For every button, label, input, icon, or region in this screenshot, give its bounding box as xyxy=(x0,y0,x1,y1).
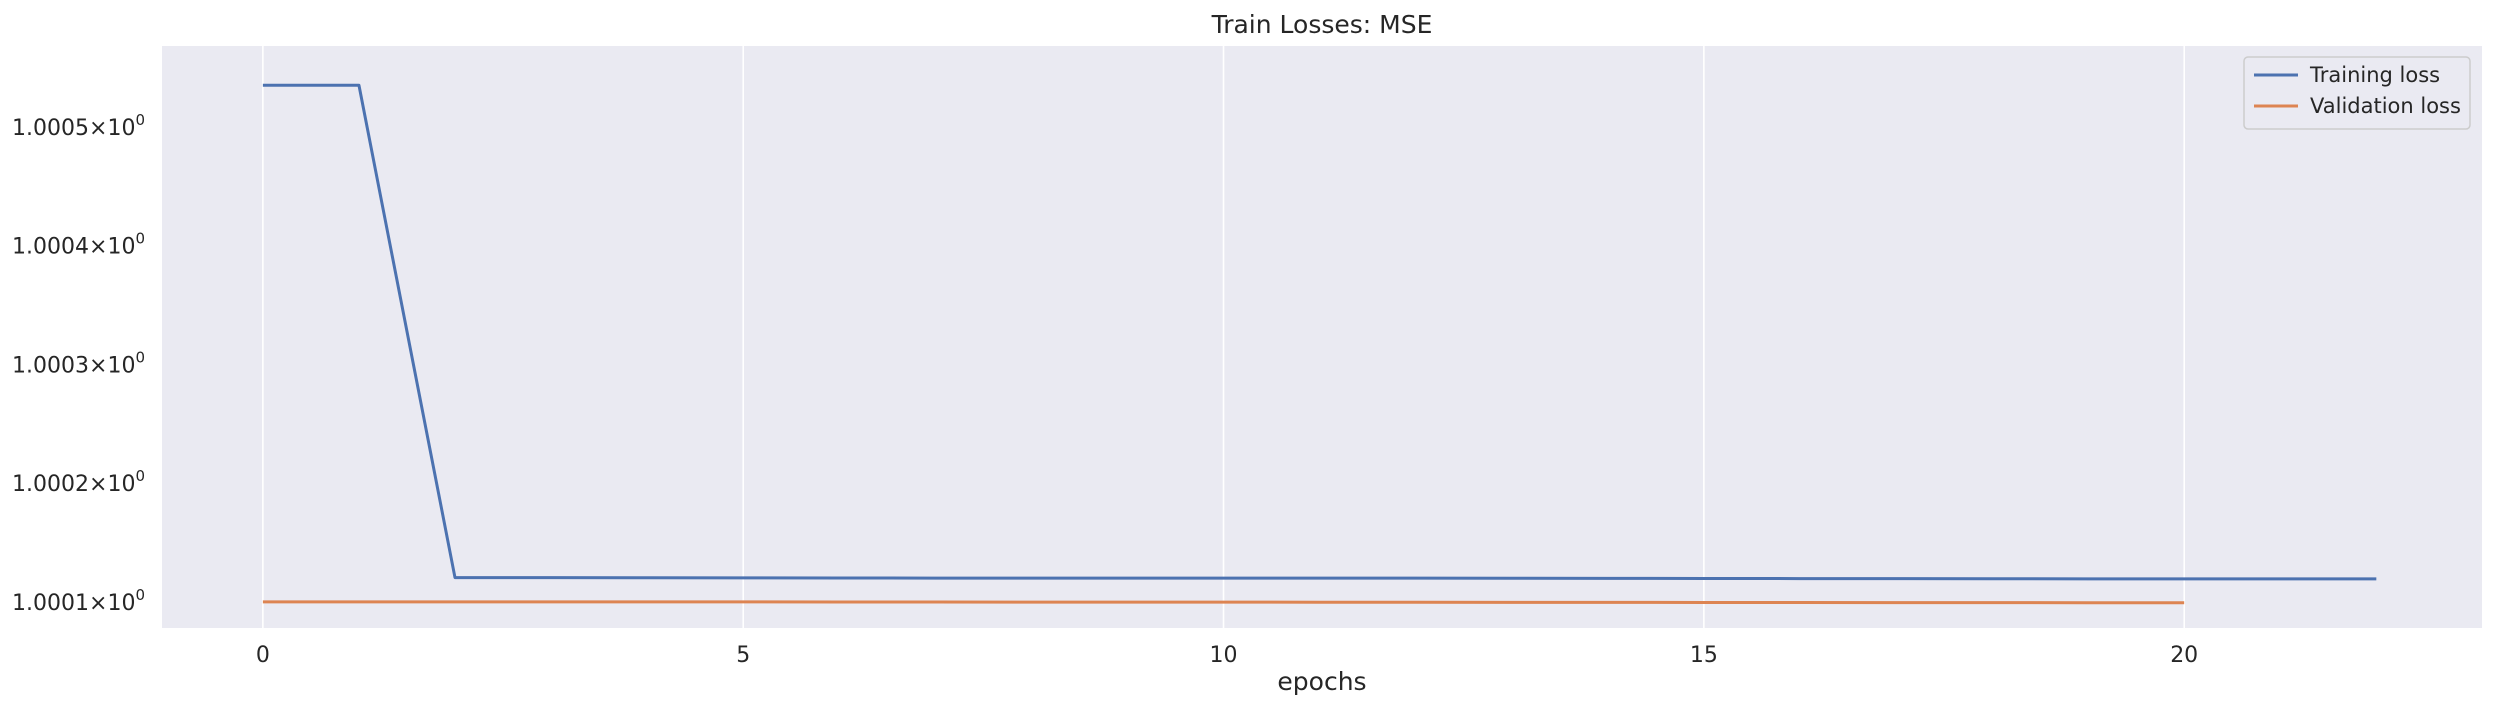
series-line xyxy=(262,600,2185,605)
y-tick-label: 1.0002×100 xyxy=(12,467,145,497)
x-tick-label: 20 xyxy=(2170,643,2198,668)
x-tick-label: 15 xyxy=(1690,643,1718,668)
plot-area xyxy=(162,46,2482,628)
y-tick-label: 1.0005×100 xyxy=(12,111,145,141)
y-tick-label: 1.0004×100 xyxy=(12,230,145,260)
y-axis-ticks: 1.0001×100 1.0002×100 1.0003×100 1.0004×100… xyxy=(12,111,145,616)
legend-label: Training loss xyxy=(2309,63,2440,87)
y-tick-label: 1.0001×100 xyxy=(12,586,145,616)
x-tick-label: 10 xyxy=(1210,643,1238,668)
series-layer xyxy=(262,83,2377,605)
x-axis-ticks: 0 5 10 15 20 xyxy=(256,643,2198,668)
legend: Training loss Validation loss xyxy=(2243,56,2471,130)
legend-label: Validation loss xyxy=(2310,94,2461,118)
series-line xyxy=(262,83,2377,581)
x-axis-label: epochs xyxy=(1277,667,1366,696)
x-tick-label: 5 xyxy=(736,643,750,668)
x-tick-label: 0 xyxy=(256,643,270,668)
chart-title: Train Losses: MSE xyxy=(1211,10,1433,39)
y-tick-label: 1.0003×100 xyxy=(12,348,145,378)
grid-lines xyxy=(262,46,2185,628)
legend-box xyxy=(2243,56,2471,130)
